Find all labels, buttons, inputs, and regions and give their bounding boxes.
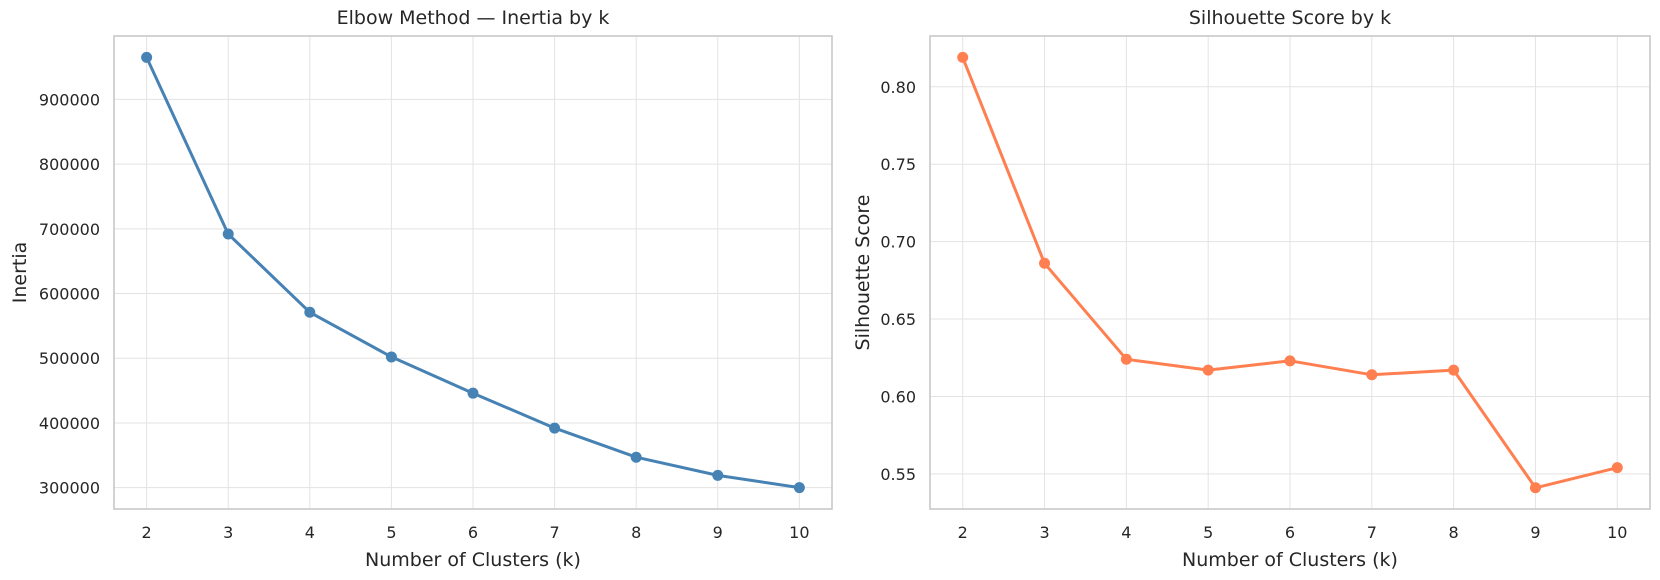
- elbow-chart-title: Elbow Method — Inertia by k: [337, 7, 610, 29]
- elbow-y-axis-label: Inertia: [9, 242, 31, 304]
- silhouette-data-point: [1039, 257, 1051, 269]
- elbow-y-tick-label: 400000: [39, 414, 100, 433]
- silhouette-data-point: [1529, 482, 1541, 494]
- elbow-grid: [114, 36, 832, 509]
- elbow-data-point: [304, 306, 316, 318]
- silhouette-y-tick-label: 0.70: [880, 233, 916, 252]
- elbow-data-point: [222, 228, 234, 240]
- silhouette-x-tick-label: 2: [958, 523, 968, 542]
- silhouette-y-axis-label: Silhouette Score: [852, 195, 874, 351]
- elbow-chart-panel: 2 3 4 5 6 7 8 9 10 300000 400000 500000 600000 70000…: [9, 7, 833, 571]
- silhouette-x-tick-label: 7: [1367, 523, 1377, 542]
- elbow-x-tick-label: 6: [468, 523, 478, 542]
- silhouette-x-ticks: 2 3 4 5 6 7 8 9 10: [958, 523, 1628, 542]
- silhouette-x-tick-label: 9: [1530, 523, 1540, 542]
- silhouette-chart-panel: 2 3 4 5 6 7 8 9 10 0.55 0.60 0.65 0.70 0.75 0.80 Silh…: [852, 7, 1651, 571]
- silhouette-y-tick-label: 0.60: [880, 387, 916, 406]
- silhouette-x-tick-label: 3: [1039, 523, 1049, 542]
- silhouette-data-point: [957, 51, 969, 63]
- silhouette-y-tick-label: 0.55: [880, 465, 916, 484]
- elbow-data-point: [793, 482, 805, 494]
- elbow-x-tick-label: 7: [549, 523, 559, 542]
- elbow-y-tick-label: 800000: [39, 155, 100, 174]
- silhouette-grid: [930, 36, 1650, 509]
- elbow-data-point: [549, 422, 561, 434]
- silhouette-series: [957, 51, 1623, 494]
- silhouette-x-tick-label: 10: [1607, 523, 1627, 542]
- silhouette-x-axis-label: Number of Clusters (k): [1182, 549, 1398, 571]
- elbow-data-point: [467, 387, 479, 399]
- elbow-y-tick-label: 600000: [39, 285, 100, 304]
- elbow-x-tick-label: 9: [713, 523, 723, 542]
- elbow-data-point: [385, 351, 397, 363]
- silhouette-data-point: [1366, 369, 1378, 381]
- silhouette-y-tick-label: 0.80: [880, 78, 916, 97]
- elbow-data-point: [630, 451, 642, 463]
- elbow-y-ticks: 300000 400000 500000 600000 700000 800000 9000…: [39, 90, 100, 497]
- elbow-y-tick-label: 500000: [39, 349, 100, 368]
- elbow-y-tick-label: 300000: [39, 479, 100, 498]
- silhouette-x-tick-label: 6: [1285, 523, 1295, 542]
- silhouette-y-tick-label: 0.65: [880, 310, 916, 329]
- elbow-data-point: [141, 51, 153, 63]
- silhouette-y-ticks: 0.55 0.60 0.65 0.70 0.75 0.80: [880, 78, 916, 484]
- silhouette-plot-frame: [929, 35, 1651, 510]
- elbow-y-tick-label: 900000: [39, 90, 100, 109]
- elbow-x-tick-label: 10: [789, 523, 809, 542]
- elbow-y-tick-label: 700000: [39, 220, 100, 239]
- elbow-series: [141, 51, 805, 494]
- elbow-x-tick-label: 8: [631, 523, 641, 542]
- silhouette-x-tick-label: 4: [1121, 523, 1131, 542]
- silhouette-data-point: [1611, 462, 1623, 474]
- elbow-x-tick-label: 4: [305, 523, 315, 542]
- elbow-x-tick-label: 2: [142, 523, 152, 542]
- silhouette-x-tick-label: 5: [1203, 523, 1213, 542]
- silhouette-y-tick-label: 0.75: [880, 155, 916, 174]
- elbow-data-point: [712, 469, 724, 481]
- elbow-x-axis-label: Number of Clusters (k): [365, 549, 581, 571]
- elbow-x-ticks: 2 3 4 5 6 7 8 9 10: [142, 523, 810, 542]
- silhouette-x-tick-label: 8: [1449, 523, 1459, 542]
- silhouette-data-point: [1120, 353, 1132, 365]
- silhouette-data-point: [1284, 355, 1296, 367]
- elbow-plot-frame: [113, 35, 833, 510]
- elbow-x-tick-label: 3: [223, 523, 233, 542]
- silhouette-data-point: [1202, 364, 1214, 376]
- elbow-x-tick-label: 5: [386, 523, 396, 542]
- silhouette-data-point: [1448, 364, 1460, 376]
- silhouette-chart-title: Silhouette Score by k: [1189, 7, 1391, 29]
